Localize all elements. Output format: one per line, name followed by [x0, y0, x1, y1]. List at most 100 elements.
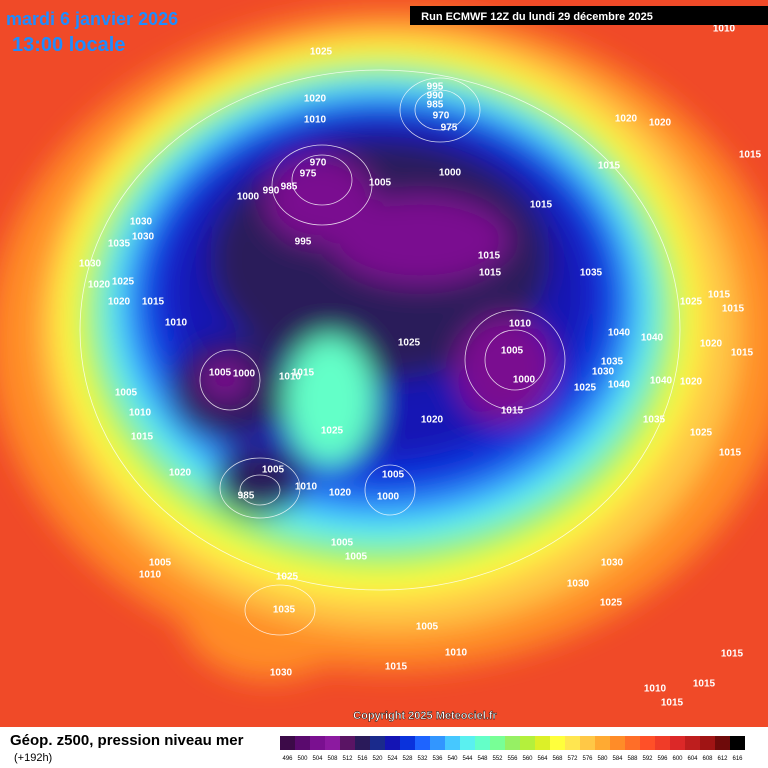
legend-label: 580 — [597, 756, 608, 762]
legend-swatch — [370, 736, 385, 750]
isobar-label: 1015 — [661, 698, 684, 709]
isobar-label: 1010 — [295, 482, 318, 493]
isobar-label: 1015 — [479, 268, 502, 279]
legend-swatch — [295, 736, 310, 750]
legend-swatch — [445, 736, 460, 750]
isobar-label: 975 — [441, 123, 458, 134]
isobar-label: 1005 — [345, 552, 368, 563]
legend-label: 508 — [327, 756, 338, 762]
isobar-label: 1015 — [478, 251, 501, 262]
legend-swatch — [550, 736, 565, 750]
isobar-label: 1005 — [262, 465, 285, 476]
legend-swatch — [340, 736, 355, 750]
isobar-label: 985 — [238, 491, 255, 502]
isobar-label: 1015 — [708, 290, 731, 301]
legend-label: 576 — [582, 756, 593, 762]
legend-swatch — [325, 736, 340, 750]
isobar-label: 1030 — [132, 232, 155, 243]
legend-label: 584 — [612, 756, 623, 762]
isobar-label: 1020 — [304, 94, 327, 105]
legend-label: 560 — [522, 756, 533, 762]
legend-swatch — [385, 736, 400, 750]
isobar-label: 1015 — [719, 448, 742, 459]
legend-swatch — [655, 736, 670, 750]
isobar-label: 1000 — [237, 192, 260, 203]
isobar-label: 1025 — [310, 47, 333, 58]
legend-swatch — [505, 736, 520, 750]
isobar-label: 1015 — [142, 297, 165, 308]
legend-swatch — [475, 736, 490, 750]
legend-label: 496 — [282, 756, 293, 762]
isobar-label: 1015 — [739, 150, 762, 161]
isobar-label: 1030 — [601, 558, 624, 569]
isobar-label: 1020 — [700, 339, 723, 350]
legend-label: 572 — [567, 756, 578, 762]
isobar-label: 975 — [300, 169, 317, 180]
legend-label: 568 — [552, 756, 563, 762]
legend-swatch — [670, 736, 685, 750]
isobar-label: 995 — [427, 82, 444, 93]
isobar-label: 1005 — [369, 178, 392, 189]
isobar-label: 1010 — [139, 570, 162, 581]
isobar-label: 970 — [310, 158, 327, 169]
copyright: Copyright 2025 Meteociel.fr — [353, 710, 497, 722]
legend-swatch — [520, 736, 535, 750]
isobar-label: 1000 — [439, 168, 462, 179]
isobar-label: 1015 — [721, 649, 744, 660]
isobar-label: 1010 — [644, 684, 667, 695]
field — [0, 0, 768, 727]
run-box — [410, 6, 768, 25]
isobar-label: 1040 — [608, 380, 631, 391]
legend-label: 616 — [732, 756, 743, 762]
legend-label: 596 — [657, 756, 668, 762]
isobar-label: 1015 — [501, 406, 524, 417]
isobar-label: 1015 — [722, 304, 745, 315]
isobar-label: 1015 — [385, 662, 408, 673]
footer-title: Géop. z500, pression niveau mer — [10, 732, 244, 749]
legend-swatch — [355, 736, 370, 750]
legend-swatch — [460, 736, 475, 750]
legend-label: 516 — [357, 756, 368, 762]
legend-label: 556 — [507, 756, 518, 762]
time: 13:00 locale — [12, 34, 125, 56]
legend-label: 548 — [477, 756, 488, 762]
isobar-label: 1010 — [509, 319, 532, 330]
isobar-label: 995 — [295, 237, 312, 248]
legend-swatch — [730, 736, 745, 750]
legend-swatch — [685, 736, 700, 750]
isobar-label: 970 — [433, 111, 450, 122]
isobar-label: 1005 — [115, 388, 138, 399]
legend-swatch — [535, 736, 550, 750]
legend-label: 500 — [297, 756, 308, 762]
isobar-label: 1035 — [643, 415, 666, 426]
legend-swatch — [640, 736, 655, 750]
isobar-label: 1000 — [233, 369, 256, 380]
legend-swatch — [565, 736, 580, 750]
isobar-label: 1015 — [731, 348, 754, 359]
isobar-label: 1030 — [79, 259, 102, 270]
legend-label: 512 — [342, 756, 353, 762]
date: mardi 6 janvier 2026 — [6, 9, 178, 29]
isobar-label: 1025 — [574, 383, 597, 394]
isobar-label: 1020 — [169, 468, 192, 479]
isobar-label: 1000 — [377, 492, 400, 503]
isobar-label: 1025 — [398, 338, 421, 349]
legend-swatch — [700, 736, 715, 750]
legend-label: 608 — [702, 756, 713, 762]
isobar-label: 1005 — [416, 622, 439, 633]
isobar-label: 1040 — [608, 328, 631, 339]
legend-swatch — [280, 736, 295, 750]
legend-label: 564 — [537, 756, 548, 762]
legend-label: 528 — [402, 756, 413, 762]
legend-label: 604 — [687, 756, 698, 762]
isobar-label: 1010 — [129, 408, 152, 419]
legend-swatch — [310, 736, 325, 750]
isobar-label: 1035 — [580, 268, 603, 279]
legend-swatch — [430, 736, 445, 750]
isobar-label: 1015 — [598, 161, 621, 172]
isobar-label: 1020 — [421, 415, 444, 426]
isobar-label: 985 — [427, 100, 444, 111]
isobar-label: 985 — [281, 182, 298, 193]
isobar-label: 1030 — [592, 367, 615, 378]
